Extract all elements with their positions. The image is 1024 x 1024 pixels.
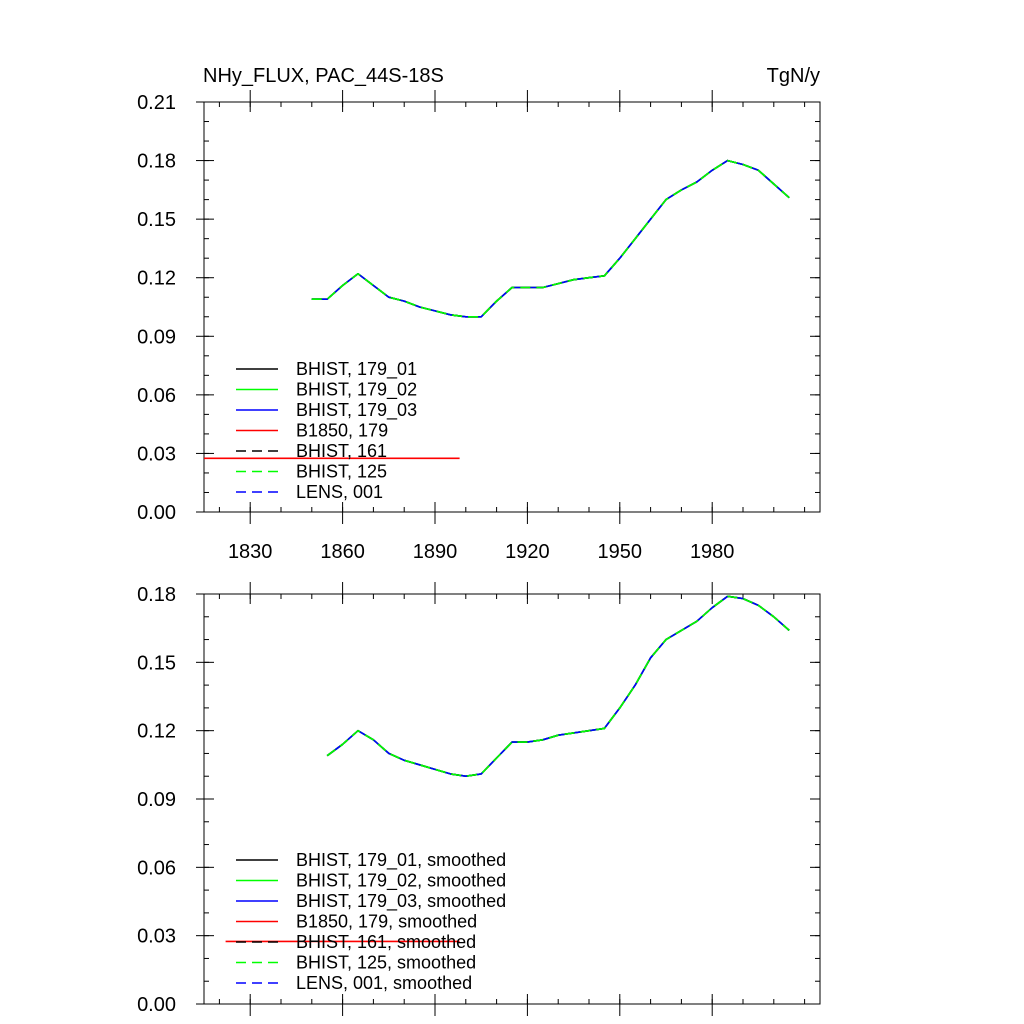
x-tick-label: 1980 [690, 541, 735, 563]
legend-label-4: BHIST, 161, smoothed [296, 932, 476, 952]
x-tick-label: 1830 [228, 541, 273, 563]
y-tick-label: 0.06 [137, 857, 176, 879]
x-tick-label: 1920 [505, 541, 550, 563]
y-tick-label: 0.00 [137, 994, 176, 1016]
legend-label-3: B1850, 179 [296, 421, 388, 441]
x-tick-label: 1890 [413, 541, 458, 563]
legend-label-1: BHIST, 179_02, smoothed [296, 871, 506, 892]
legend-label-1: BHIST, 179_02 [296, 380, 417, 401]
y-tick-label: 0.15 [137, 652, 176, 674]
legend-label-3: B1850, 179, smoothed [296, 912, 477, 932]
y-tick-label: 0.21 [137, 92, 176, 114]
legend-label-5: BHIST, 125 [296, 462, 387, 482]
y-tick-label: 0.09 [137, 326, 176, 348]
bottom-panel: 0.00 0.03 0.06 0.09 0.12 0.15 0.18 BHIST, 179_0… [137, 582, 821, 1016]
series-line-5 [311, 159, 790, 318]
series-line-4 [326, 595, 790, 778]
y-tick-label: 0.18 [137, 584, 176, 606]
legend-label-4: BHIST, 161 [296, 441, 387, 461]
legend-label-0: BHIST, 179_01, smoothed [296, 850, 506, 871]
plot-frame [203, 101, 821, 513]
series-line-1 [326, 595, 790, 778]
legend-label-6: LENS, 001 [296, 482, 383, 502]
series-line-2 [326, 595, 790, 778]
y-tick-label: 0.12 [137, 721, 176, 743]
y-tick-label: 0.12 [137, 268, 176, 290]
x-tick-label: 1860 [320, 541, 365, 563]
y-tick-label: 0.03 [137, 443, 176, 465]
y-tick-label: 0.09 [137, 789, 176, 811]
y-tick-label: 0.18 [137, 151, 176, 173]
series-line-5 [326, 595, 790, 778]
series-line-0 [326, 595, 790, 778]
x-tick-label: 1950 [598, 541, 643, 563]
y-tick-label: 0.03 [137, 926, 176, 948]
y-tick-label: 0.06 [137, 385, 176, 407]
y-tick-label: 0.15 [137, 209, 176, 231]
legend-label-2: BHIST, 179_03, smoothed [296, 891, 506, 912]
legend-label-0: BHIST, 179_01 [296, 359, 417, 380]
top-panel: NHy_FLUX, PAC_44S-18S TgN/y 0.00 0.03 0.06… [137, 65, 821, 563]
panel-title-units: TgN/y [767, 65, 820, 87]
legend-label-6: LENS, 001, smoothed [296, 973, 472, 993]
legend-label-2: BHIST, 179_03 [296, 400, 417, 421]
panel-title-left: NHy_FLUX, PAC_44S-18S [203, 65, 444, 87]
y-tick-label: 0.00 [137, 502, 176, 524]
legend-label-5: BHIST, 125, smoothed [296, 953, 476, 973]
